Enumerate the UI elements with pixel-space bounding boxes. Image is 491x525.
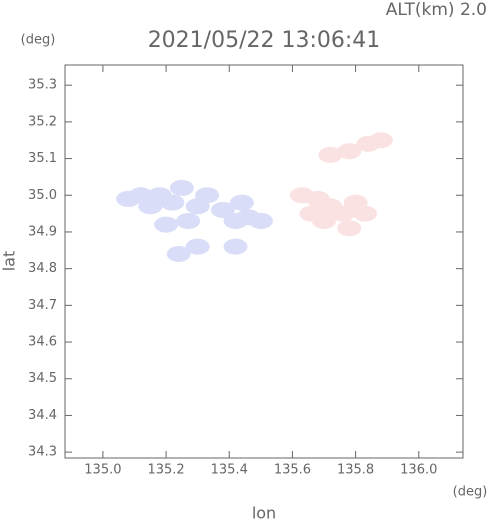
y-tick-label: 34.6: [28, 335, 57, 350]
y-tick-label: 34.9: [28, 224, 57, 239]
echo-cell: [337, 220, 362, 237]
x-tick-label: 135.6: [274, 463, 311, 478]
y-tick-label: 35.3: [28, 78, 57, 93]
echo-cell: [169, 179, 194, 196]
echo-cell: [223, 238, 248, 255]
echo-cell: [337, 143, 362, 160]
echo-cell: [160, 194, 185, 211]
y-tick-label: 34.7: [28, 298, 57, 313]
y-tick-label: 34.8: [28, 261, 57, 276]
y-tick-label: 35.2: [28, 114, 57, 129]
plot-frame: [64, 64, 464, 459]
echo-cell: [195, 187, 220, 204]
x-unit: (deg): [453, 485, 488, 500]
y-tick-label: 34.3: [28, 445, 57, 460]
y-unit: (deg): [21, 33, 56, 48]
x-tick-label: 135.2: [147, 463, 184, 478]
echo-cell: [330, 205, 355, 222]
echo-cell: [248, 212, 273, 229]
y-tick-label: 35.0: [28, 188, 57, 203]
echo-cell: [176, 212, 201, 229]
echo-cell: [318, 146, 343, 163]
echo-cell: [229, 194, 254, 211]
echo-cell: [185, 238, 210, 255]
x-tick-label: 135.0: [84, 463, 121, 478]
altitude: ALT(km) 2.0: [386, 0, 487, 20]
echo-cell: [154, 216, 179, 233]
y-label: lat: [0, 251, 19, 272]
x-tick-label: 135.4: [211, 463, 248, 478]
x-tick-label: 135.8: [337, 463, 374, 478]
echo-cell: [368, 132, 393, 149]
chart-title: 2021/05/22 13:06:41: [148, 28, 381, 53]
echo-cell: [210, 201, 235, 218]
x-tick-label: 136.0: [400, 463, 437, 478]
x-label: lon: [252, 504, 276, 522]
y-tick-label: 35.1: [28, 151, 57, 166]
echo-cell: [166, 245, 191, 262]
y-tick-label: 34.4: [28, 408, 57, 423]
echo-cell: [299, 205, 324, 222]
y-tick-label: 34.5: [28, 371, 57, 386]
echo-cell: [353, 205, 378, 222]
